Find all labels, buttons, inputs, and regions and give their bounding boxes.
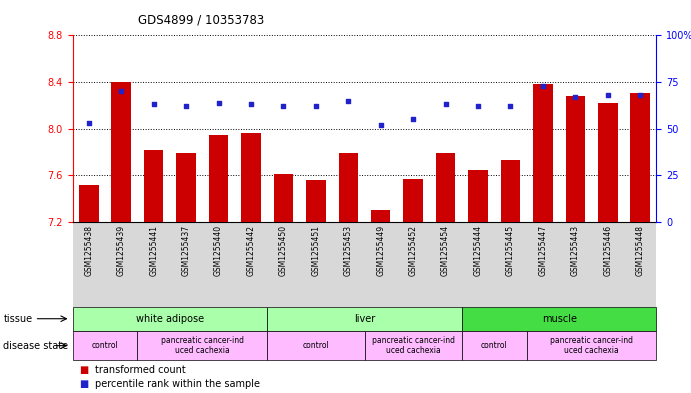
Point [473, 103, 484, 109]
Text: control: control [92, 341, 118, 350]
Text: control: control [303, 341, 329, 350]
Bar [111, 82, 131, 222]
Point [408, 116, 419, 123]
Text: pancreatic cancer-ind
uced cachexia: pancreatic cancer-ind uced cachexia [161, 336, 244, 355]
Bar [79, 185, 99, 222]
Bar [274, 174, 293, 222]
Text: control: control [481, 341, 508, 350]
Bar [566, 96, 585, 222]
Point [603, 92, 614, 98]
Text: muscle: muscle [542, 314, 576, 324]
Point [375, 122, 386, 128]
Text: white adipose: white adipose [136, 314, 204, 324]
Point [440, 101, 451, 108]
Bar [501, 160, 520, 222]
Text: percentile rank within the sample: percentile rank within the sample [95, 379, 260, 389]
Bar [630, 92, 650, 222]
Bar [339, 153, 358, 222]
Text: disease state: disease state [3, 341, 68, 351]
Bar [306, 180, 325, 222]
Text: ■: ■ [79, 365, 88, 375]
Text: pancreatic cancer-ind
uced cachexia: pancreatic cancer-ind uced cachexia [372, 336, 455, 355]
Bar [436, 153, 455, 222]
Bar [533, 84, 553, 222]
Point [148, 101, 159, 108]
Bar [241, 133, 261, 222]
Bar [468, 169, 488, 222]
Text: GDS4899 / 10353783: GDS4899 / 10353783 [138, 14, 265, 27]
Point [213, 99, 224, 106]
Point [538, 83, 549, 89]
Text: ■: ■ [79, 379, 88, 389]
Text: tissue: tissue [3, 314, 32, 324]
Point [83, 120, 94, 126]
Text: liver: liver [354, 314, 375, 324]
Point [343, 97, 354, 104]
Point [245, 101, 256, 108]
Point [115, 88, 126, 94]
Bar [598, 103, 618, 222]
Bar [144, 150, 163, 222]
Bar [209, 134, 228, 222]
Bar [371, 210, 390, 222]
Point [570, 94, 581, 100]
Bar [176, 153, 196, 222]
Bar [404, 179, 423, 222]
Point [310, 103, 321, 109]
Text: transformed count: transformed count [95, 365, 185, 375]
Point [635, 92, 646, 98]
Point [180, 103, 191, 109]
Point [278, 103, 289, 109]
Point [505, 103, 516, 109]
Text: pancreatic cancer-ind
uced cachexia: pancreatic cancer-ind uced cachexia [550, 336, 633, 355]
